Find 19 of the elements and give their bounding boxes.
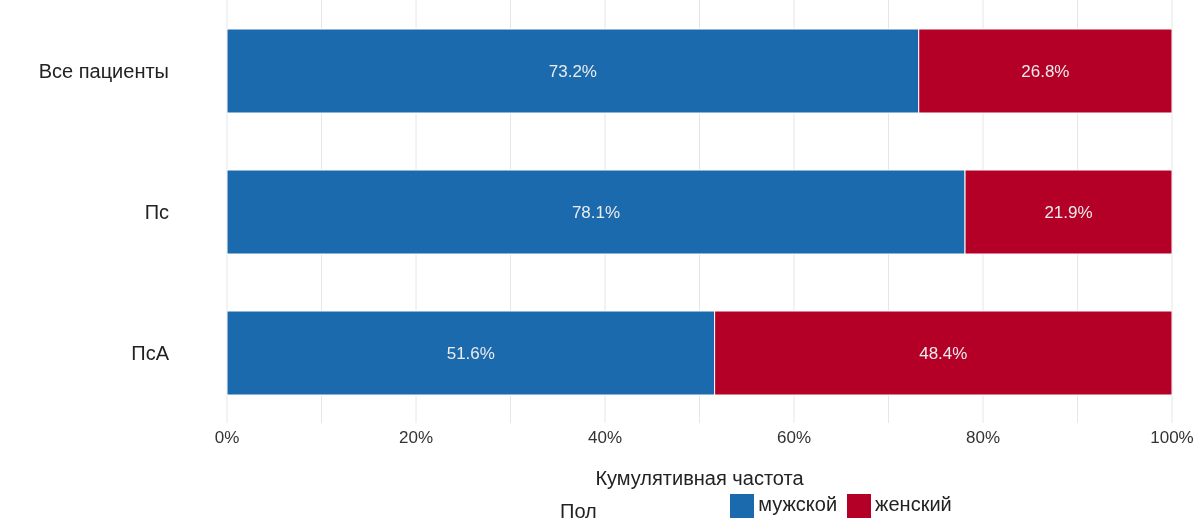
data-label: 51.6% [446,343,495,363]
x-tick-label: 40% [587,428,623,448]
x-tick-label: 80% [965,428,1001,448]
data-label: 48.4% [919,343,968,363]
legend-title: Пол [560,500,597,523]
x-tick-label: 20% [398,428,434,448]
x-tick-label: 100% [1150,428,1194,448]
data-label: 21.9% [1044,202,1093,222]
y-tick-label: Пс [144,200,169,223]
data-label: 78.1% [571,202,621,222]
x-tick-label: 0% [214,428,240,448]
x-tick-label: 60% [776,428,812,448]
data-label: 73.2% [548,61,597,81]
legend-label: мужской [758,493,838,515]
x-axis-title: Кумулятивная частота [595,467,805,489]
legend-label: женский [875,493,952,515]
y-tick-label: Все пациенты [38,59,169,82]
data-label: 26.8% [1021,61,1070,81]
y-tick-label: ПсА [131,341,170,364]
